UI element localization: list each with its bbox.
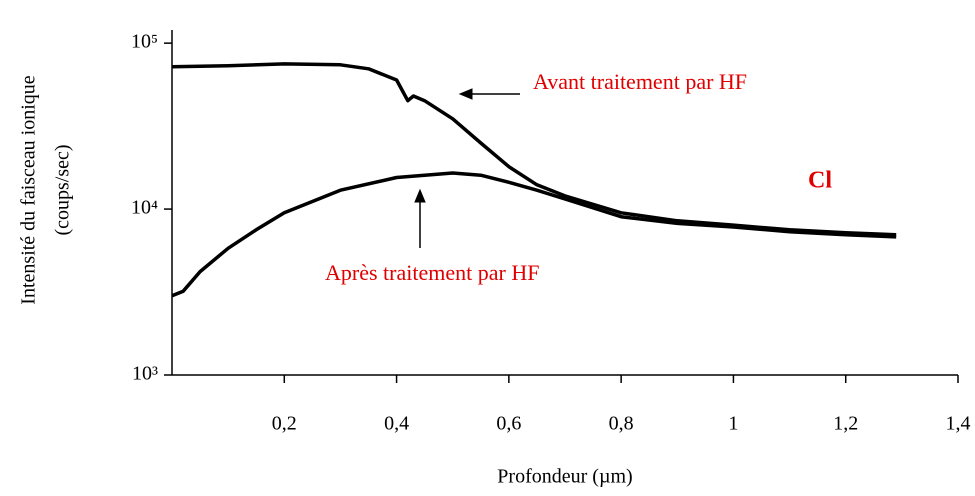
y-axis-label: Intensité du faisceau ionique	[18, 75, 40, 304]
y-tick-label: 10⁵	[131, 31, 158, 53]
x-tick-label: 0,2	[272, 413, 297, 435]
x-tick-label: 0,8	[609, 413, 634, 435]
x-tick-label: 1	[728, 413, 738, 435]
x-tick-label: 1,4	[946, 413, 971, 435]
y-tick-label: 10⁴	[131, 197, 158, 219]
x-axis-label: Profondeur (µm)	[497, 466, 632, 488]
annotation: Avant traitement par HF	[533, 69, 747, 94]
y-tick-label: 10³	[132, 363, 158, 385]
annotation: Après traitement par HF	[325, 260, 539, 285]
x-tick-label: 1,2	[833, 413, 858, 435]
y-axis-label: (coups/sec)	[52, 144, 74, 235]
series-line	[171, 62, 897, 237]
series-line	[171, 171, 897, 298]
annotation: Cl	[808, 168, 832, 194]
arrow	[414, 88, 520, 248]
x-tick-label: 0,6	[496, 413, 521, 435]
x-tick-label: 0,4	[384, 413, 409, 435]
